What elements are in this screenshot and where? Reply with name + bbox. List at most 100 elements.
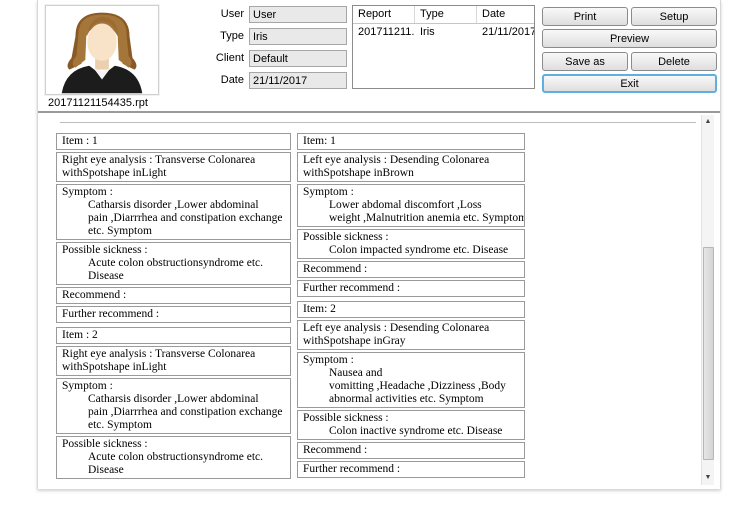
report-row: Item : 2 bbox=[56, 327, 291, 344]
page-top-edge bbox=[60, 122, 696, 123]
report-row: Possible sickness : Colon inactive syndro… bbox=[297, 410, 525, 440]
report-line: Recommend : bbox=[62, 289, 127, 301]
report-line: weight ,Malnutrition anemia etc. Symptom bbox=[329, 212, 525, 224]
user-label: User bbox=[220, 8, 244, 20]
print-button[interactable]: Print bbox=[542, 7, 628, 26]
report-line: vomitting ,Headache ,Dizziness ,Body bbox=[329, 380, 506, 392]
report-line: Item: 2 bbox=[303, 303, 336, 315]
report-row: Item: 2 bbox=[297, 301, 525, 318]
report-viewer-window: 20171121154435.rpt User Type Client Date… bbox=[37, 0, 721, 489]
report-row: Possible sickness : Acute colon obstructi… bbox=[56, 436, 291, 479]
report-line: withSpotshape inGray bbox=[303, 335, 406, 347]
report-line: withSpotshape inLight bbox=[62, 361, 167, 373]
report-line: Catharsis disorder ,Lower abdominal bbox=[88, 393, 259, 405]
report-line: etc. Symptom bbox=[88, 225, 152, 237]
report-line: Acute colon obstructionsyndrome etc. bbox=[88, 451, 264, 463]
report-row: Recommend : bbox=[56, 287, 291, 304]
report-row: Left eye analysis : Desending Colonarea w… bbox=[297, 152, 525, 182]
report-line: Item: 1 bbox=[303, 135, 336, 147]
report-line: Disease bbox=[88, 464, 124, 476]
report-line: Left eye analysis : Desending Colonarea bbox=[303, 322, 490, 334]
report-line: etc. Symptom bbox=[88, 419, 152, 431]
report-row: Possible sickness : Colon impacted syndro… bbox=[297, 229, 525, 259]
report-line: Recommend : bbox=[303, 444, 368, 456]
report-left-column: Item : 1 Right eye analysis : Transverse … bbox=[56, 133, 291, 483]
report-row: Symptom : Nausea and vomitting ,Headache ,… bbox=[297, 352, 525, 408]
report-line: Possible sickness : bbox=[62, 244, 148, 256]
report-line: Symptom : bbox=[303, 354, 354, 366]
report-line: Right eye analysis : Transverse Colonare… bbox=[62, 348, 256, 360]
client-label: Client bbox=[215, 52, 244, 64]
report-row: Possible sickness : Acute colon obstructi… bbox=[56, 242, 291, 285]
vertical-scrollbar[interactable]: ▲ ▼ bbox=[701, 115, 714, 485]
report-line: Possible sickness : bbox=[303, 231, 389, 243]
report-line: Item : 2 bbox=[62, 329, 98, 341]
report-line: Catharsis disorder ,Lower abdominal bbox=[88, 199, 259, 211]
report-item-group: Item : 2 Right eye analysis : Transverse … bbox=[56, 327, 291, 479]
report-table-row[interactable]: 201711211... Iris 21/11/2017 bbox=[353, 24, 534, 41]
report-line: Disease bbox=[88, 270, 124, 282]
report-row: Symptom : Lower abdomal discomfort ,Loss w… bbox=[297, 184, 525, 227]
report-line: Left eye analysis : Desending Colonarea bbox=[303, 154, 490, 166]
type-label: Type bbox=[220, 30, 244, 42]
scroll-down-icon[interactable]: ▼ bbox=[704, 474, 712, 481]
report-line: Symptom : bbox=[62, 186, 113, 198]
column-header-type[interactable]: Type bbox=[415, 6, 477, 23]
report-line: pain ,Diarrrhea and constipation exchang… bbox=[88, 212, 283, 224]
report-row: Further recommend : bbox=[297, 280, 525, 297]
scrollbar-thumb[interactable] bbox=[703, 247, 714, 460]
report-line: Colon impacted syndrome etc. Disease bbox=[329, 244, 509, 256]
date-label: Date bbox=[220, 74, 244, 86]
report-item-group: Item: 2 Left eye analysis : Desending Col… bbox=[297, 301, 525, 478]
report-line: Possible sickness : bbox=[62, 438, 148, 450]
report-table-cell: Iris bbox=[420, 26, 435, 38]
report-line: Nausea and bbox=[329, 367, 383, 379]
report-line: Possible sickness : bbox=[303, 412, 389, 424]
avatar-illustration bbox=[46, 6, 158, 94]
report-row: Right eye analysis : Transverse Colonare… bbox=[56, 152, 291, 182]
report-line: Item : 1 bbox=[62, 135, 98, 147]
report-line: Recommend : bbox=[303, 263, 368, 275]
report-filename: 20171121154435.rpt bbox=[48, 97, 148, 109]
report-table-header: Report Type Date bbox=[353, 6, 534, 24]
report-table-body: 201711211... Iris 21/11/2017 bbox=[353, 24, 534, 41]
client-field[interactable] bbox=[249, 50, 347, 67]
report-line: Acute colon obstructionsyndrome etc. bbox=[88, 257, 264, 269]
client-photo bbox=[45, 5, 159, 95]
column-header-report[interactable]: Report bbox=[353, 6, 415, 23]
report-row: Recommend : bbox=[297, 442, 525, 459]
preview-button[interactable]: Preview bbox=[542, 29, 717, 48]
column-header-date[interactable]: Date bbox=[482, 8, 506, 20]
report-row: Left eye analysis : Desending Colonarea w… bbox=[297, 320, 525, 350]
report-preview-area: Item : 1 Right eye analysis : Transverse … bbox=[38, 111, 720, 489]
top-panel: 20171121154435.rpt User Type Client Date… bbox=[38, 0, 720, 111]
setup-button[interactable]: Setup bbox=[631, 7, 717, 26]
save-as-button[interactable]: Save as bbox=[542, 52, 628, 71]
report-line: Right eye analysis : Transverse Colonare… bbox=[62, 154, 256, 166]
report-line: Symptom : bbox=[62, 380, 113, 392]
report-table-cell: 21/11/2017 bbox=[482, 26, 534, 38]
report-row: Item : 1 bbox=[56, 133, 291, 150]
report-line: Further recommend : bbox=[303, 282, 401, 294]
report-list-table: Report Type Date 201711211... Iris 21/11/2… bbox=[352, 5, 535, 89]
report-line: Colon inactive syndrome etc. Disease bbox=[329, 425, 503, 437]
report-line: Lower abdomal discomfort ,Loss bbox=[329, 199, 482, 211]
report-row: Symptom : Catharsis disorder ,Lower abdom… bbox=[56, 378, 291, 434]
report-item-group: Item: 1 Left eye analysis : Desending Col… bbox=[297, 133, 525, 297]
report-line: abnormal activities etc. Symptom bbox=[329, 393, 484, 405]
report-row: Further recommend : bbox=[56, 306, 291, 323]
report-row: Symptom : Catharsis disorder ,Lower abdom… bbox=[56, 184, 291, 240]
scroll-up-icon[interactable]: ▲ bbox=[704, 118, 712, 125]
report-row: Right eye analysis : Transverse Colonare… bbox=[56, 346, 291, 376]
user-field[interactable] bbox=[249, 6, 347, 23]
report-table-cell: 201711211... bbox=[358, 26, 415, 38]
exit-button[interactable]: Exit bbox=[542, 74, 717, 93]
report-row: Recommend : bbox=[297, 261, 525, 278]
delete-button[interactable]: Delete bbox=[631, 52, 717, 71]
report-row: Further recommend : bbox=[297, 461, 525, 478]
report-line: Further recommend : bbox=[303, 463, 401, 475]
report-item-group: Item : 1 Right eye analysis : Transverse … bbox=[56, 133, 291, 323]
report-right-column: Item: 1 Left eye analysis : Desending Col… bbox=[297, 133, 525, 482]
type-field[interactable] bbox=[249, 28, 347, 45]
date-field[interactable] bbox=[249, 72, 347, 89]
